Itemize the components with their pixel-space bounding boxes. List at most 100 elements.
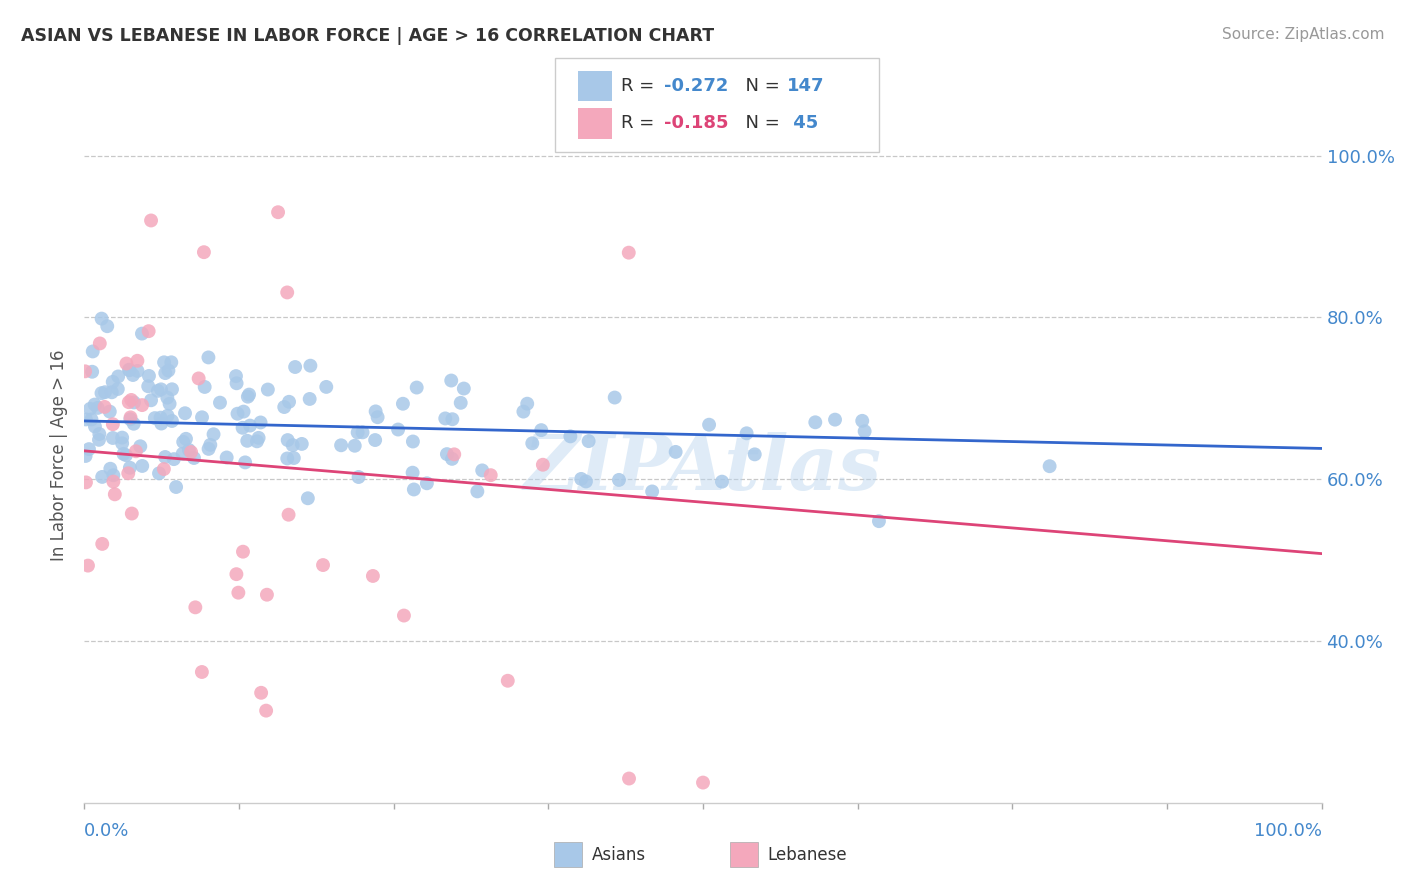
- Point: [101, 385, 124, 400]
- Point: [89, 336, 111, 351]
- Point: [402, 483, 425, 497]
- Point: [273, 400, 295, 414]
- Point: [75, 449, 97, 463]
- Point: [93, 400, 115, 414]
- Point: [75, 475, 97, 490]
- Point: [107, 382, 129, 396]
- Point: [1039, 459, 1062, 474]
- Point: [256, 588, 278, 602]
- Point: [697, 417, 720, 432]
- Point: [160, 414, 183, 428]
- Text: 0.0%: 0.0%: [84, 822, 129, 840]
- Point: [297, 491, 319, 506]
- Point: [530, 423, 553, 437]
- Text: -0.272: -0.272: [664, 78, 728, 95]
- Point: [131, 398, 153, 412]
- Text: 147: 147: [787, 78, 825, 95]
- Point: [250, 686, 273, 700]
- Point: [150, 383, 173, 397]
- Point: [77, 558, 100, 573]
- Point: [139, 393, 162, 408]
- Point: [91, 537, 114, 551]
- Point: [90, 386, 112, 401]
- Point: [118, 362, 141, 376]
- Point: [115, 357, 138, 371]
- Point: [392, 608, 415, 623]
- Point: [283, 450, 305, 465]
- Point: [232, 404, 254, 418]
- Point: [75, 364, 97, 378]
- Point: [711, 475, 734, 489]
- Point: [96, 319, 118, 334]
- Point: [278, 394, 301, 409]
- Point: [450, 396, 472, 410]
- Point: [226, 407, 249, 421]
- Point: [467, 484, 489, 499]
- Point: [238, 387, 260, 401]
- Point: [405, 380, 427, 394]
- Point: [191, 410, 214, 425]
- Point: [127, 353, 149, 368]
- Point: [118, 460, 141, 475]
- Point: [172, 434, 194, 449]
- Point: [267, 205, 290, 219]
- Point: [107, 369, 129, 384]
- Point: [232, 421, 254, 435]
- Point: [197, 442, 219, 456]
- Point: [824, 412, 846, 426]
- Point: [512, 404, 534, 418]
- Point: [98, 404, 121, 418]
- Point: [194, 380, 217, 394]
- Point: [276, 285, 298, 300]
- Point: [276, 451, 298, 466]
- Point: [153, 355, 176, 369]
- Point: [401, 466, 423, 480]
- Point: [851, 414, 873, 428]
- Point: [82, 365, 104, 379]
- Text: -0.185: -0.185: [664, 114, 728, 132]
- Point: [665, 445, 688, 459]
- Point: [156, 391, 179, 405]
- Point: [692, 775, 714, 789]
- Point: [249, 416, 271, 430]
- Point: [346, 425, 368, 440]
- Point: [208, 395, 231, 409]
- Point: [443, 447, 465, 461]
- Point: [120, 392, 142, 407]
- Point: [111, 431, 134, 445]
- Point: [129, 439, 152, 453]
- Point: [603, 391, 626, 405]
- Point: [202, 427, 225, 442]
- Y-axis label: In Labor Force | Age > 16: In Labor Force | Age > 16: [51, 349, 69, 561]
- Point: [103, 468, 125, 483]
- Point: [163, 452, 186, 467]
- Point: [153, 450, 176, 464]
- Point: [575, 475, 598, 489]
- Point: [86, 401, 108, 415]
- Text: N =: N =: [734, 114, 786, 132]
- Point: [225, 369, 247, 384]
- Point: [165, 480, 187, 494]
- Point: [120, 412, 142, 426]
- Point: [853, 424, 876, 438]
- Point: [560, 429, 582, 443]
- Point: [236, 434, 259, 448]
- Point: [247, 431, 270, 445]
- Point: [115, 448, 138, 462]
- Point: [277, 508, 299, 522]
- Point: [101, 375, 124, 389]
- Point: [387, 423, 409, 437]
- Point: [101, 417, 124, 432]
- Point: [531, 458, 554, 472]
- Point: [200, 438, 222, 452]
- Point: [138, 368, 160, 383]
- Point: [138, 324, 160, 338]
- Text: 45: 45: [787, 114, 818, 132]
- Point: [89, 427, 111, 442]
- Text: ZIPAtlas: ZIPAtlas: [524, 432, 882, 506]
- Point: [80, 412, 103, 426]
- Point: [98, 461, 121, 475]
- Point: [225, 376, 247, 391]
- Point: [392, 397, 415, 411]
- Point: [299, 359, 322, 373]
